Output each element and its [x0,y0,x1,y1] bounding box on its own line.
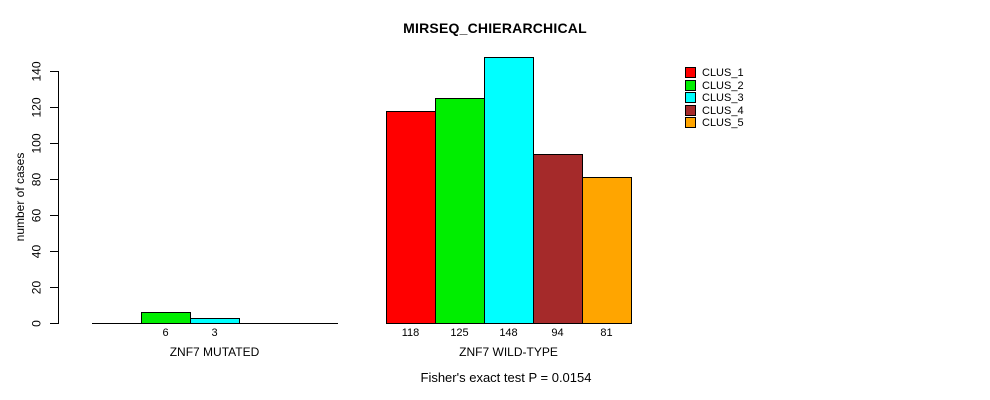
y-tick-mark [50,143,58,144]
y-tick-mark [50,287,58,288]
y-tick-label: 80 [29,172,44,187]
fisher-test-annotation: Fisher's exact test P = 0.0154 [420,370,592,385]
bar-value-label: 118 [401,327,420,339]
y-tick-mark [50,215,58,216]
bar-clus_3-znf7-wild-type [484,57,534,324]
y-tick-label: 100 [29,133,44,154]
y-tick-label: 120 [29,97,44,118]
bar-clus_1-znf7-wild-type [386,111,436,324]
bar-value-label: 3 [211,327,218,339]
y-tick-label: 20 [29,280,44,295]
y-tick-label: 60 [29,208,44,223]
y-tick-mark [50,323,58,324]
y-tick-mark [50,251,58,252]
category-label-znf7-mutated: ZNF7 MUTATED [169,345,260,359]
chart-title: MIRSEQ_CHIERARCHICAL [403,20,587,36]
bar-value-label: 125 [450,327,469,339]
bar-clus_3-znf7-mutated [190,318,240,324]
bar-value-label: 94 [551,327,564,339]
y-tick-label: 0 [29,320,44,327]
y-tick-label: 140 [29,61,44,82]
y-tick-label: 40 [29,244,44,259]
bar-clus_2-znf7-mutated [141,312,191,324]
bar-value-label: 81 [600,327,613,339]
bar-clus_2-znf7-wild-type [435,98,485,324]
bar-value-label: 148 [499,327,518,339]
y-tick-mark [50,71,58,72]
y-axis-line [58,71,59,324]
y-tick-mark [50,107,58,108]
bar-clus_5-znf7-wild-type [582,177,632,324]
bar-clus_4-znf7-wild-type [533,154,583,324]
category-label-znf7-wild-type: ZNF7 WILD-TYPE [459,345,558,359]
bar-value-label: 6 [162,327,169,339]
y-tick-mark [50,179,58,180]
